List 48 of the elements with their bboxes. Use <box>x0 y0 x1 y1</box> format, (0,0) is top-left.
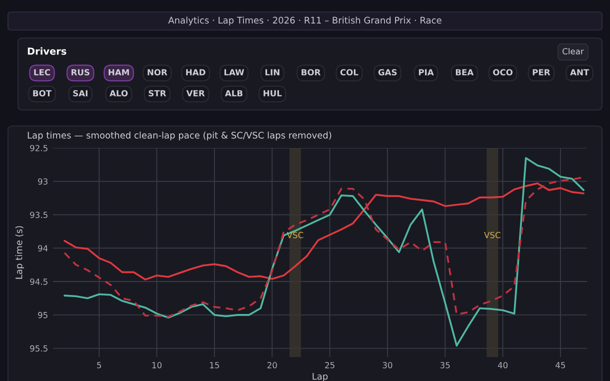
y-tick-label: 94 <box>38 245 48 252</box>
text: Clear <box>562 48 584 54</box>
text: BOR <box>302 69 321 76</box>
text: COL <box>340 69 358 76</box>
x-axis-title: Lap <box>312 372 328 381</box>
text: Drivers <box>28 47 66 55</box>
x-tick-label: 25 <box>325 362 334 368</box>
text: LAW <box>224 69 244 76</box>
text: ALB <box>224 90 242 96</box>
x-tick-label: 10 <box>152 362 162 368</box>
text: LEC <box>34 69 50 76</box>
x-tick-label: 20 <box>267 362 277 368</box>
y-tick-label: 92.5 <box>30 144 48 152</box>
text: ALO <box>110 90 128 96</box>
text: SAI <box>73 90 88 96</box>
text: Analytics · Lap Times · 2026 · R11 – British Grand Prix · Race <box>168 16 442 26</box>
line-series <box>64 157 584 347</box>
y-tick-label: 94.5 <box>30 278 48 285</box>
x-tick-label: 15 <box>210 362 220 368</box>
text: GAS <box>378 69 397 76</box>
text: LIN <box>265 69 280 76</box>
band-label: VSC <box>286 232 304 238</box>
text: PIA <box>418 69 434 76</box>
y-tick-label: 93 <box>38 178 48 185</box>
text: NOR <box>148 69 168 76</box>
x-tick-label: 30 <box>382 362 392 368</box>
x-tick-label: 35 <box>440 362 450 368</box>
x-tick-label: 40 <box>498 362 508 368</box>
band-label: VSC <box>484 232 500 238</box>
text: PER <box>532 69 550 76</box>
x-tick-label: 45 <box>556 362 566 368</box>
text: BEA <box>456 69 474 76</box>
x-tick-label: 5 <box>97 362 102 368</box>
text: HAD <box>186 69 206 76</box>
line-series <box>64 182 584 280</box>
y-tick-label: 95.5 <box>30 345 48 352</box>
text: OCO <box>493 69 513 76</box>
chart-title: Lap times — smoothed clean-lap pace (pit & SC/VSC laps removed) <box>28 132 332 140</box>
text: STR <box>148 90 166 96</box>
text: RUS <box>72 69 90 76</box>
text: HAM <box>108 69 129 76</box>
text: HUL <box>264 90 282 96</box>
text: BOT <box>33 90 52 96</box>
y-axis-title: Lap time (s) <box>15 226 24 279</box>
y-tick-label: 93.5 <box>30 212 48 218</box>
text: ANT <box>570 69 590 76</box>
text: VER <box>186 90 205 96</box>
y-tick-label: 95 <box>38 312 48 318</box>
